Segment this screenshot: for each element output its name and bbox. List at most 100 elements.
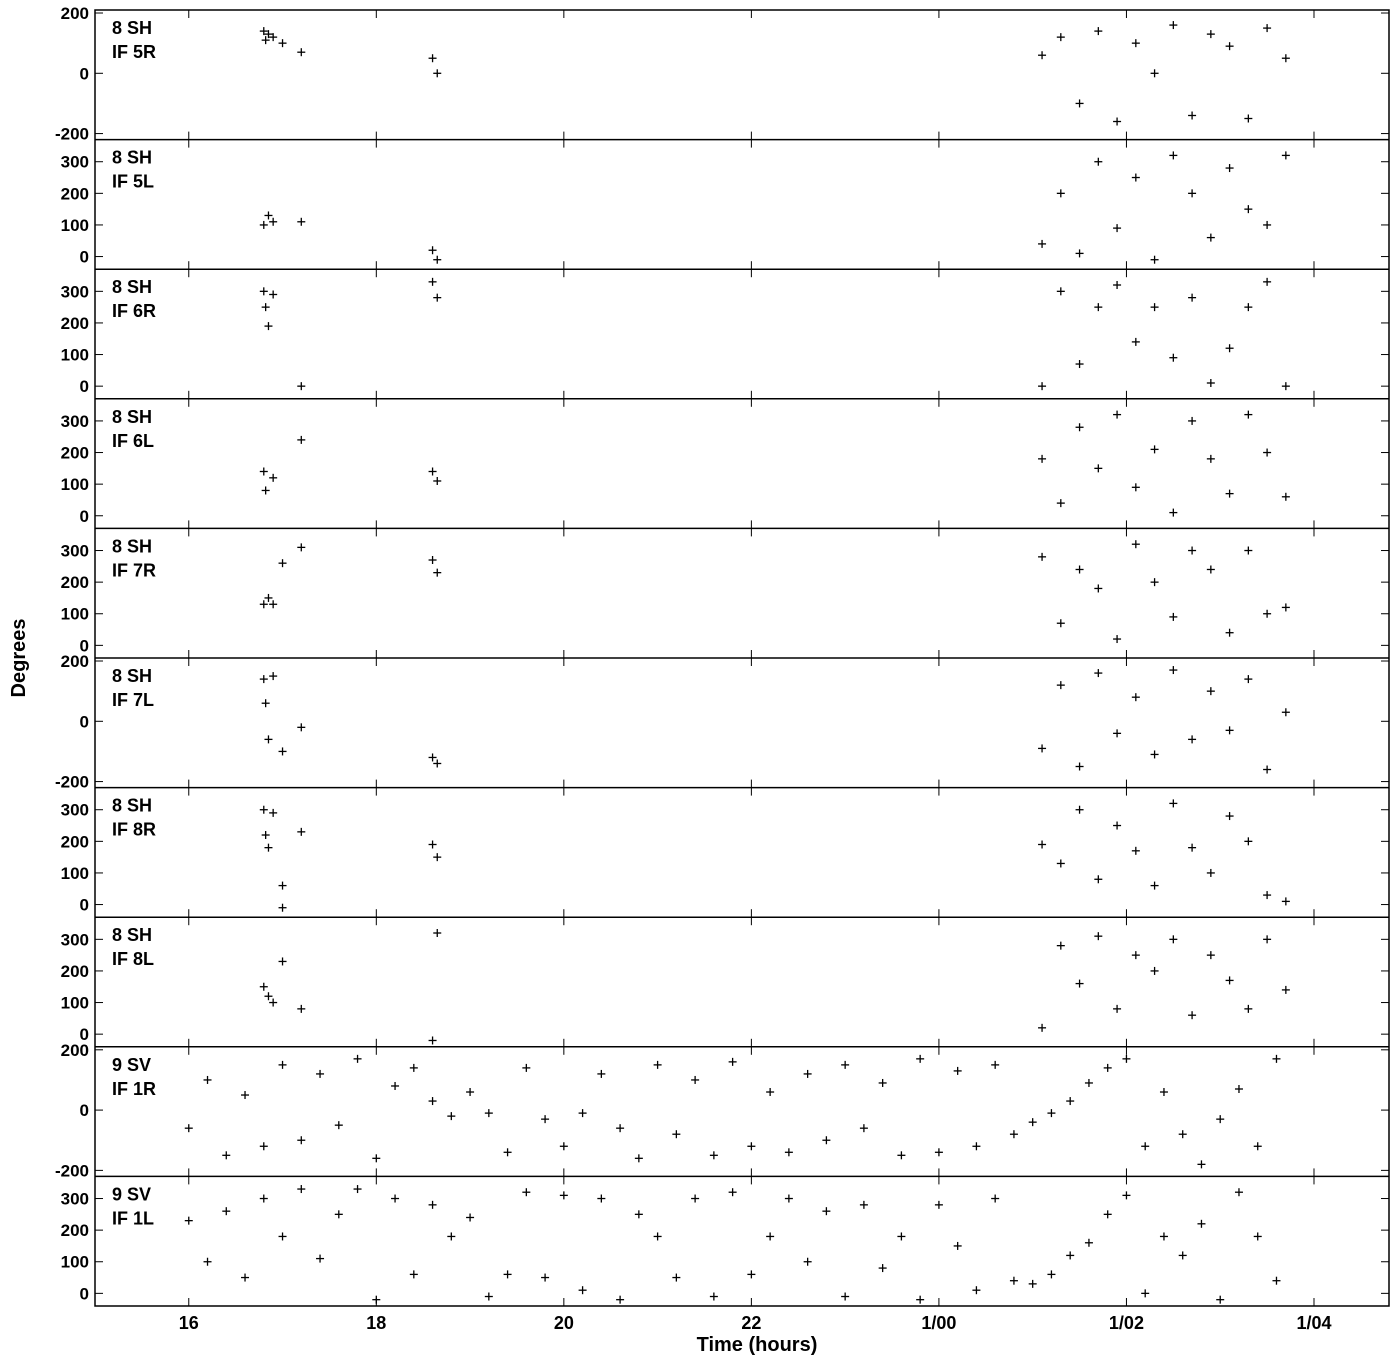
- data-point: [1131, 39, 1140, 48]
- data-point: [709, 1292, 718, 1301]
- data-point: [1206, 951, 1215, 960]
- data-point: [1225, 42, 1234, 51]
- panel-label: IF 7L: [112, 690, 154, 710]
- panel-label: 8 SH: [112, 796, 152, 816]
- data-point: [672, 1273, 681, 1282]
- x-tick-label: 22: [741, 1313, 761, 1333]
- data-point: [1066, 1251, 1075, 1260]
- data-point: [1244, 1004, 1253, 1013]
- x-tick-label: 18: [366, 1313, 386, 1333]
- data-point: [1150, 578, 1159, 587]
- data-point: [916, 1295, 925, 1304]
- data-point: [803, 1069, 812, 1078]
- y-tick-label: 300: [61, 930, 89, 949]
- data-point: [1244, 303, 1253, 312]
- data-point: [1150, 445, 1159, 454]
- data-point: [297, 1185, 306, 1194]
- panel-label: IF 8R: [112, 820, 156, 840]
- data-point: [1234, 1188, 1243, 1197]
- y-tick-label: 300: [61, 153, 89, 172]
- data-point: [559, 1191, 568, 1200]
- data-point: [1113, 1004, 1122, 1013]
- data-point: [878, 1078, 887, 1087]
- data-point: [859, 1124, 868, 1133]
- y-tick-label: 0: [80, 1025, 89, 1044]
- panel-label: 8 SH: [112, 148, 152, 168]
- data-point: [278, 881, 287, 890]
- data-point: [1159, 1232, 1168, 1241]
- data-point: [433, 568, 442, 577]
- data-point: [503, 1270, 512, 1279]
- data-point: [1103, 1063, 1112, 1072]
- data-point: [259, 1142, 268, 1151]
- data-point: [428, 753, 437, 762]
- data-point: [428, 1036, 437, 1045]
- panel-label: 8 SH: [112, 536, 152, 556]
- data-point: [1169, 799, 1178, 808]
- data-point: [1094, 669, 1103, 678]
- panel-label: 8 SH: [112, 407, 152, 427]
- y-tick-label: 0: [80, 507, 89, 526]
- data-point: [841, 1060, 850, 1069]
- data-point: [278, 903, 287, 912]
- data-point: [269, 290, 278, 299]
- data-point: [269, 808, 278, 817]
- data-point: [1225, 344, 1234, 353]
- data-point: [372, 1295, 381, 1304]
- data-point: [1094, 303, 1103, 312]
- data-point: [261, 699, 270, 708]
- data-point: [953, 1066, 962, 1075]
- data-point: [259, 220, 268, 229]
- data-point: [841, 1292, 850, 1301]
- data-point: [484, 1292, 493, 1301]
- data-point: [278, 957, 287, 966]
- data-point: [1169, 353, 1178, 362]
- data-point: [1056, 287, 1065, 296]
- data-point: [1131, 846, 1140, 855]
- data-point: [428, 54, 437, 63]
- data-point: [616, 1295, 625, 1304]
- data-point: [1075, 805, 1084, 814]
- data-point: [264, 211, 273, 220]
- y-tick-label: 0: [80, 1284, 89, 1303]
- data-point: [1253, 1142, 1262, 1151]
- data-point: [241, 1091, 250, 1100]
- data-point: [1038, 51, 1047, 60]
- data-point: [222, 1151, 231, 1160]
- data-point: [1131, 951, 1140, 960]
- data-point: [1281, 151, 1290, 160]
- data-point: [259, 805, 268, 814]
- data-point: [1244, 837, 1253, 846]
- data-point: [264, 992, 273, 1001]
- data-point: [297, 543, 306, 552]
- data-point: [297, 723, 306, 732]
- data-point: [1150, 255, 1159, 264]
- data-point: [1150, 966, 1159, 975]
- data-point: [972, 1286, 981, 1295]
- data-point: [1131, 483, 1140, 492]
- y-tick-label: 200: [61, 1041, 89, 1060]
- data-point: [878, 1264, 887, 1273]
- data-point: [1113, 117, 1122, 126]
- data-point: [203, 1075, 212, 1084]
- data-point: [269, 600, 278, 609]
- data-point: [1225, 976, 1234, 985]
- data-point: [1047, 1270, 1056, 1279]
- data-point: [1113, 635, 1122, 644]
- panel-label: 8 SH: [112, 277, 152, 297]
- data-point: [1253, 1232, 1262, 1241]
- data-point: [1188, 416, 1197, 425]
- data-point: [1131, 693, 1140, 702]
- data-point: [1169, 508, 1178, 517]
- data-point: [1094, 464, 1103, 473]
- data-point: [433, 853, 442, 862]
- data-point: [353, 1054, 362, 1063]
- data-point: [1009, 1130, 1018, 1139]
- y-tick-label: 100: [61, 346, 89, 365]
- data-point: [1084, 1238, 1093, 1247]
- y-tick-label: 200: [61, 962, 89, 981]
- data-point: [1038, 744, 1047, 753]
- panel-label: IF 1L: [112, 1208, 154, 1228]
- data-point: [1094, 932, 1103, 941]
